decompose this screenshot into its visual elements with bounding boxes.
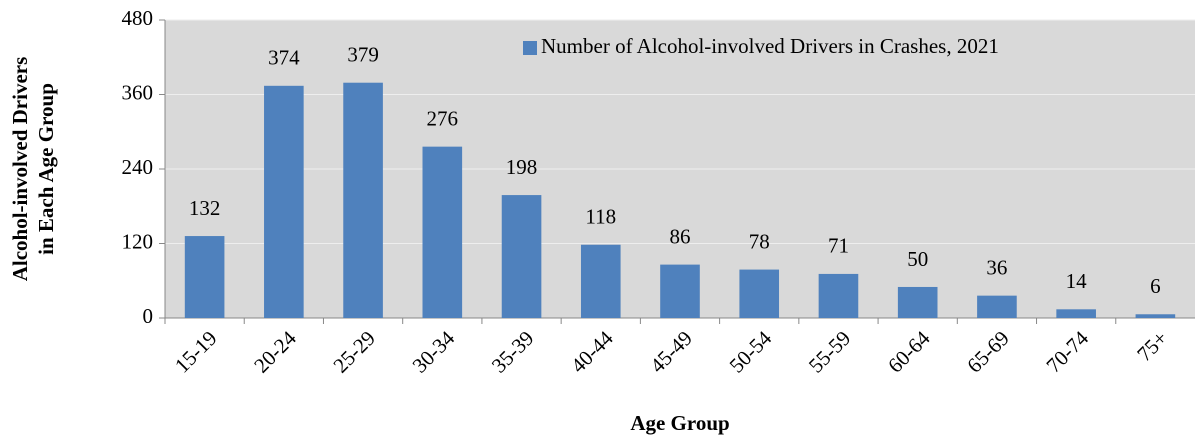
x-tick-label: 15-19 [170, 326, 222, 378]
data-label: 14 [1066, 269, 1088, 293]
bar [1056, 309, 1096, 318]
x-axis-label: Age Group [630, 411, 729, 435]
bar [501, 195, 542, 318]
x-tick-label: 70-74 [1041, 326, 1093, 378]
bar [897, 286, 938, 318]
x-tick-label: 60-64 [883, 326, 935, 378]
bar [422, 146, 463, 318]
x-tick-label: 50-54 [725, 326, 777, 378]
x-tick-label: 25-29 [328, 326, 380, 378]
bar [580, 244, 621, 318]
data-label: 86 [670, 224, 691, 248]
x-tick-label: 65-69 [962, 326, 1014, 378]
data-label: 276 [427, 106, 459, 130]
bar [818, 273, 859, 318]
x-tick-label: 20-24 [249, 326, 301, 378]
x-tick-label: 75+ [1132, 326, 1172, 366]
data-label: 374 [268, 46, 300, 70]
legend-swatch [523, 41, 537, 55]
legend-label: Number of Alcohol-involved Drivers in Cr… [541, 34, 999, 58]
data-label: 118 [585, 205, 616, 229]
x-tick-label: 55-59 [804, 326, 856, 378]
x-tick-label: 30-34 [408, 326, 460, 378]
y-tick-label: 480 [122, 6, 154, 30]
data-label: 132 [189, 196, 221, 220]
y-axis-label: in Each Age Group [34, 83, 58, 255]
y-tick-label: 360 [122, 80, 154, 104]
data-label: 78 [749, 229, 770, 253]
y-tick-label: 240 [122, 155, 154, 179]
x-tick-label: 45-49 [645, 326, 697, 378]
y-tick-label: 120 [122, 229, 154, 253]
x-tick-label: 40-44 [566, 326, 618, 378]
data-label: 198 [506, 155, 538, 179]
data-label: 6 [1150, 274, 1161, 298]
data-label: 50 [907, 247, 928, 271]
bar [739, 269, 780, 318]
x-tick-label: 35-39 [487, 326, 539, 378]
bar [264, 85, 304, 318]
data-label: 36 [986, 255, 1007, 279]
bar [977, 295, 1017, 318]
bar [343, 82, 383, 319]
y-axis-label: Alcohol-involved Drivers [8, 57, 32, 282]
bar [1135, 314, 1176, 318]
bar [660, 264, 700, 318]
bar [184, 236, 225, 318]
data-label: 71 [828, 234, 849, 258]
y-tick-label: 0 [143, 304, 154, 328]
data-label: 379 [347, 43, 379, 67]
